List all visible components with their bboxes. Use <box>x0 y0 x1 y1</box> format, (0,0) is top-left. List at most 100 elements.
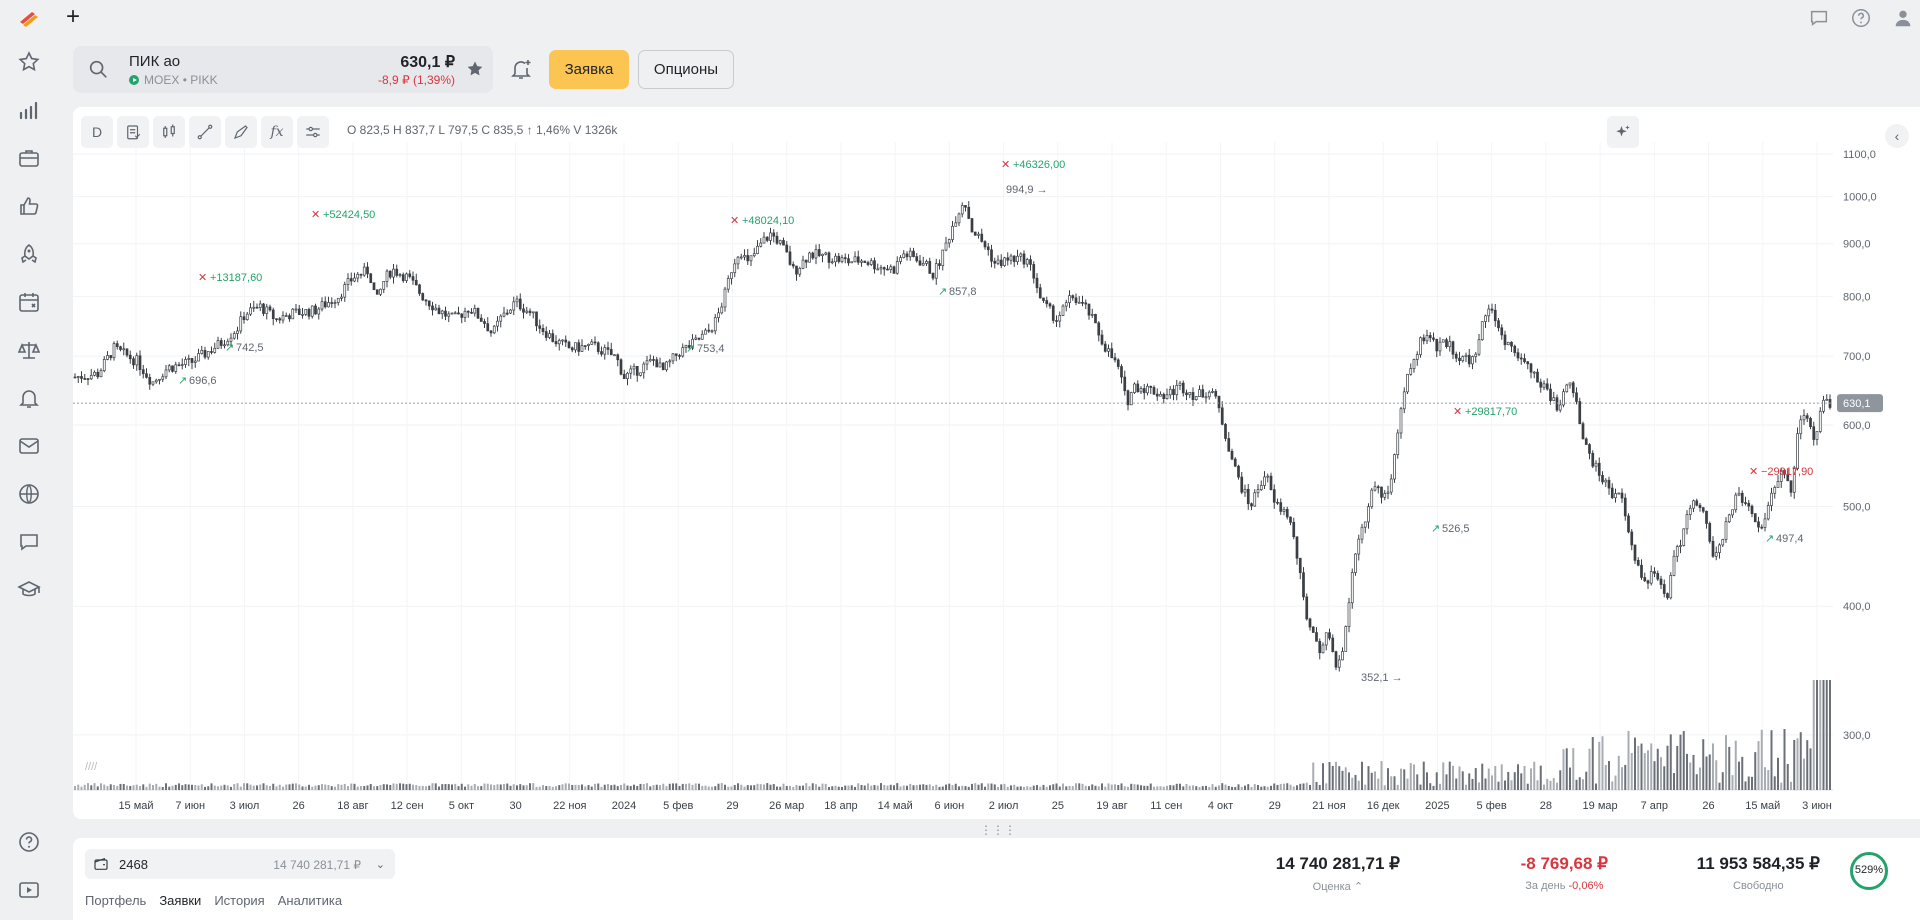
volume-bar <box>392 783 395 790</box>
volume-bar <box>954 783 957 790</box>
settings-sliders-icon[interactable] <box>297 116 329 148</box>
thumbs-up-icon[interactable] <box>17 194 41 218</box>
tab-orders[interactable]: Заявки <box>159 893 202 908</box>
mail-icon[interactable] <box>17 434 41 458</box>
help-icon[interactable] <box>1850 7 1872 29</box>
candle-body <box>925 261 928 264</box>
rocket-icon[interactable] <box>17 242 41 266</box>
candle-body <box>200 349 204 354</box>
function-icon[interactable]: fx <box>261 116 293 148</box>
logo-icon[interactable] <box>18 8 40 28</box>
candle-body <box>1419 337 1422 355</box>
volume-bar <box>753 785 756 790</box>
star-icon[interactable] <box>17 50 41 74</box>
user-icon[interactable] <box>1892 7 1914 29</box>
globe-icon[interactable] <box>17 482 41 506</box>
candle-body <box>557 340 561 345</box>
candle-body <box>385 270 389 282</box>
search-icon[interactable] <box>87 58 109 80</box>
portfolio-bar: 2468 14 740 281,71 ₽ ⌄ Портфель Заявки И… <box>73 838 1920 920</box>
volume-bar <box>1455 778 1458 790</box>
candle-body <box>1012 255 1016 263</box>
tab-history[interactable]: История <box>214 893 265 908</box>
candle-body <box>242 316 246 320</box>
volume-bar <box>100 783 102 790</box>
volume-bar <box>1650 743 1653 790</box>
candle-body <box>928 261 932 274</box>
candles-icon[interactable] <box>153 116 185 148</box>
market-open-icon <box>129 75 139 85</box>
volume-bar <box>1578 777 1581 790</box>
candle-body <box>1142 388 1146 394</box>
briefcase-icon[interactable] <box>17 146 41 170</box>
tab-analytics[interactable]: Аналитика <box>277 893 343 908</box>
collapse-panel-icon[interactable]: ‹ <box>1885 124 1909 148</box>
candle-body <box>336 297 340 303</box>
candle-body <box>1467 354 1471 365</box>
volume-bar <box>1751 776 1753 790</box>
chevron-down-icon: ⌄ <box>375 859 385 871</box>
candle-body <box>271 309 275 320</box>
candle-body <box>255 306 259 309</box>
x-tick-label: 4 окт <box>1208 800 1233 812</box>
volume-bar <box>1825 680 1828 790</box>
volume-bar <box>1725 735 1727 790</box>
resize-handle-icon[interactable]: ⋮⋮⋮ <box>980 823 1016 837</box>
candle-body <box>632 365 636 370</box>
metric-valuation[interactable]: 14 740 281,71 ₽ Оценка ⌃ <box>1276 854 1400 893</box>
tab-portfolio[interactable]: Портфель <box>85 893 147 908</box>
candle-body <box>1822 399 1825 412</box>
clipboard-icon[interactable] <box>117 116 149 148</box>
volume-bar <box>1062 783 1064 790</box>
bell-icon[interactable] <box>17 386 41 410</box>
scales-icon[interactable] <box>17 338 41 362</box>
graduation-cap-icon[interactable] <box>17 578 41 602</box>
volume-bar <box>1715 760 1718 790</box>
candle-body <box>1048 303 1052 307</box>
message-icon[interactable] <box>17 530 41 554</box>
candle-body <box>190 358 194 363</box>
candle-body <box>1344 626 1348 652</box>
candle-body <box>1077 301 1081 304</box>
volume-bar <box>1520 773 1523 790</box>
draw-pen-icon[interactable] <box>225 116 257 148</box>
chat-icon[interactable] <box>1808 7 1830 29</box>
add-tab-button[interactable]: + <box>66 3 81 30</box>
candle-body <box>593 341 597 344</box>
account-selector[interactable]: 2468 14 740 281,71 ₽ ⌄ <box>85 849 395 879</box>
price-chart[interactable]: 1100,0 1000,0 900,0 800,0 700,0 600,0 500,0 400… <box>73 107 1920 819</box>
candle-body <box>112 343 116 359</box>
volume-bar <box>1803 758 1805 790</box>
volume-bar <box>1708 754 1711 790</box>
period-button[interactable]: D <box>81 116 113 148</box>
calendar-icon[interactable] <box>17 290 41 314</box>
candle-body <box>778 240 782 244</box>
candle-body <box>1630 531 1634 546</box>
options-button[interactable]: Опционы <box>638 50 734 89</box>
price-annotation: 753,4 <box>697 343 725 355</box>
volume-bar <box>1120 783 1123 790</box>
volume-bar <box>1156 786 1159 790</box>
bar-chart-icon[interactable] <box>17 98 41 122</box>
margin-gauge-icon[interactable] <box>1849 851 1889 891</box>
candle-body <box>1035 277 1039 289</box>
instrument-selector[interactable]: ПИК ао MOEX • PIKK 630,1 ₽ -8,9 ₽ (1,39%… <box>73 46 493 93</box>
volume-bar <box>1110 784 1113 790</box>
candle-body <box>1500 327 1504 336</box>
video-icon[interactable] <box>17 878 41 902</box>
volume-bar <box>1647 750 1649 790</box>
candle-body <box>216 340 220 349</box>
ai-sparkle-icon[interactable] <box>1607 116 1639 148</box>
volume-bar <box>659 785 661 790</box>
help-icon[interactable] <box>17 830 41 854</box>
volume-bar <box>639 783 642 790</box>
volume-bar <box>1309 784 1311 790</box>
volume-bar <box>165 783 167 790</box>
candle-body <box>1354 553 1357 573</box>
favorite-star-icon[interactable] <box>465 59 485 79</box>
candle-body <box>1146 385 1149 394</box>
draw-line-icon[interactable] <box>189 116 221 148</box>
volume-bar <box>1822 680 1825 790</box>
price-alert-icon[interactable] <box>509 57 533 81</box>
order-button[interactable]: Заявка <box>549 50 629 89</box>
